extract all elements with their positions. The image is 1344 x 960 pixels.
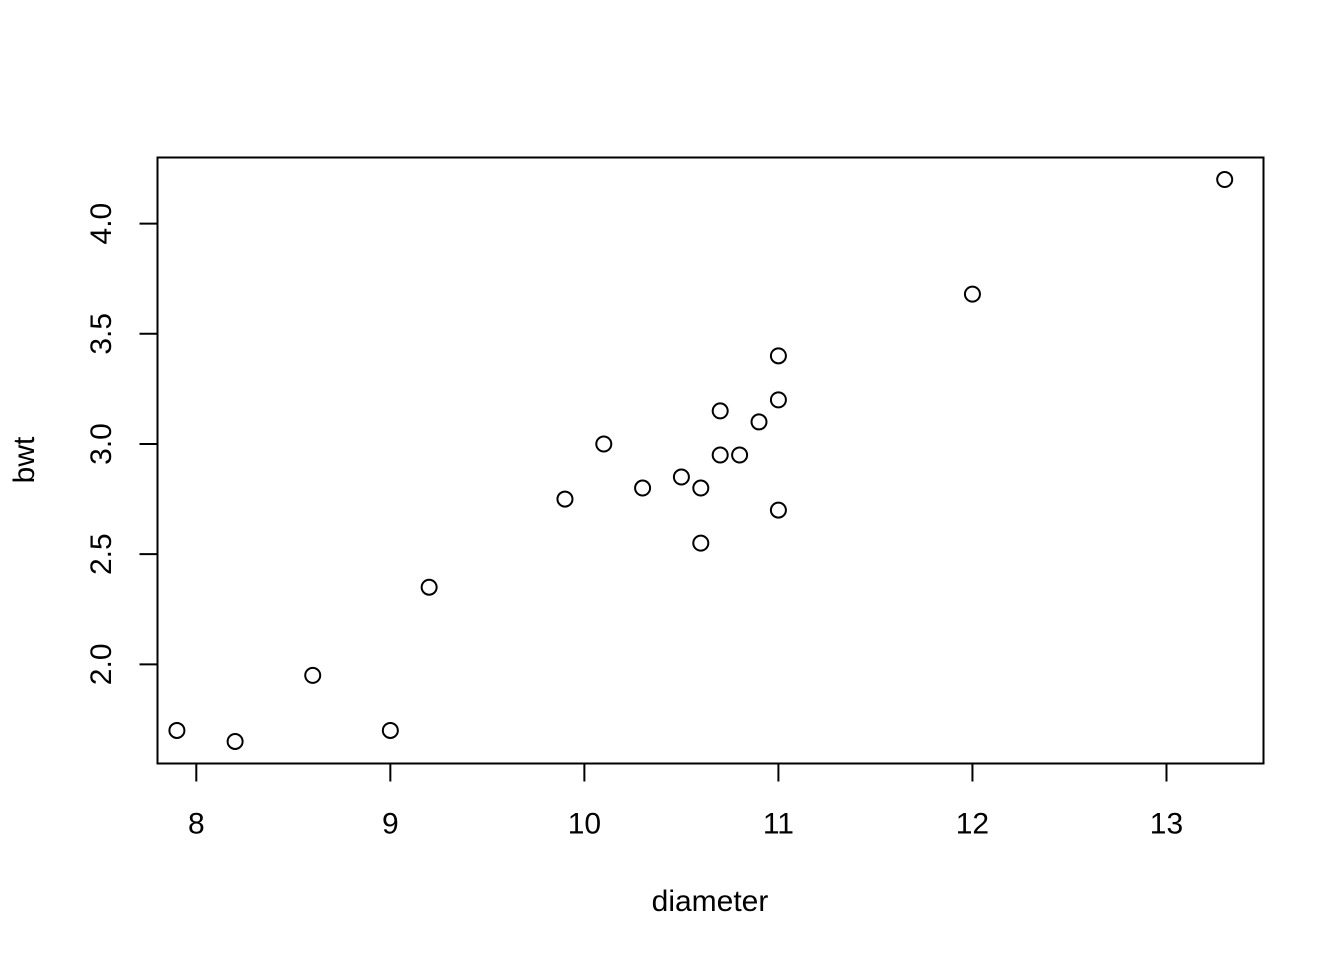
y-tick-label: 2.5 bbox=[85, 533, 118, 575]
x-tick-label: 13 bbox=[1150, 808, 1183, 841]
y-tick-label: 2.0 bbox=[85, 643, 118, 685]
data-point bbox=[595, 435, 613, 453]
y-axis: 2.0 2.5 3.0 3.5 4.0 bbox=[85, 203, 159, 685]
data-point bbox=[769, 391, 787, 409]
x-tick-label: 12 bbox=[956, 808, 989, 841]
x-tick-label: 8 bbox=[188, 808, 205, 841]
data-point bbox=[556, 490, 574, 508]
y-tick-label: 3.0 bbox=[85, 423, 118, 465]
x-axis-title: diameter bbox=[652, 885, 769, 918]
plot-frame bbox=[156, 156, 1265, 765]
x-tick-label: 9 bbox=[382, 808, 399, 841]
data-point bbox=[168, 721, 186, 739]
data-point bbox=[304, 666, 322, 684]
x-tick-label: 11 bbox=[763, 808, 794, 841]
y-tick-label: 4.0 bbox=[85, 203, 118, 245]
data-point bbox=[711, 446, 729, 464]
data-point bbox=[226, 732, 244, 750]
data-point bbox=[1216, 171, 1234, 189]
data-point bbox=[963, 285, 981, 303]
x-axis: 8 9 10 11 12 13 bbox=[188, 762, 1183, 841]
data-point bbox=[420, 578, 438, 596]
data-point bbox=[750, 413, 768, 431]
data-point bbox=[731, 446, 749, 464]
data-point bbox=[672, 468, 690, 486]
data-point bbox=[769, 501, 787, 519]
data-points bbox=[168, 171, 1234, 750]
data-point bbox=[692, 534, 710, 552]
data-point bbox=[692, 479, 710, 497]
data-point bbox=[634, 479, 652, 497]
data-point bbox=[711, 402, 729, 420]
y-tick-label: 3.5 bbox=[85, 313, 118, 355]
data-point bbox=[769, 347, 787, 365]
data-point bbox=[381, 721, 399, 739]
x-tick-label: 10 bbox=[568, 808, 601, 841]
y-axis-title: bwt bbox=[8, 436, 41, 483]
